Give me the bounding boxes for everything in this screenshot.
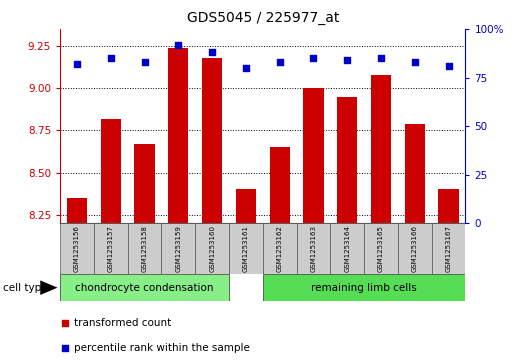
Bar bbox=[229, 223, 263, 274]
Point bbox=[73, 61, 81, 67]
Bar bbox=[128, 223, 162, 274]
Text: GSM1253162: GSM1253162 bbox=[277, 225, 283, 272]
Text: GSM1253165: GSM1253165 bbox=[378, 225, 384, 272]
Text: GSM1253161: GSM1253161 bbox=[243, 225, 249, 272]
Point bbox=[140, 59, 149, 65]
Point bbox=[242, 65, 250, 71]
Bar bbox=[405, 124, 425, 223]
Point bbox=[107, 55, 115, 61]
Point bbox=[276, 59, 284, 65]
Point bbox=[377, 55, 385, 61]
Point bbox=[445, 63, 453, 69]
Point bbox=[343, 57, 351, 63]
Text: GSM1253163: GSM1253163 bbox=[311, 225, 316, 272]
Text: GSM1253160: GSM1253160 bbox=[209, 225, 215, 272]
Text: GSM1253157: GSM1253157 bbox=[108, 225, 114, 272]
Text: GSM1253156: GSM1253156 bbox=[74, 225, 80, 272]
Bar bbox=[236, 189, 256, 223]
Bar bbox=[263, 223, 297, 274]
Bar bbox=[202, 58, 222, 223]
Bar bbox=[269, 147, 290, 223]
Text: remaining limb cells: remaining limb cells bbox=[311, 283, 417, 293]
Bar bbox=[168, 48, 188, 223]
Bar bbox=[195, 223, 229, 274]
Text: chondrocyte condensation: chondrocyte condensation bbox=[75, 283, 214, 293]
Text: transformed count: transformed count bbox=[74, 318, 172, 328]
Bar bbox=[297, 223, 331, 274]
Text: GSM1253164: GSM1253164 bbox=[344, 225, 350, 272]
Bar bbox=[331, 223, 364, 274]
Bar bbox=[162, 223, 195, 274]
Point bbox=[208, 49, 217, 55]
Text: GSM1253167: GSM1253167 bbox=[446, 225, 451, 272]
Text: GSM1253158: GSM1253158 bbox=[142, 225, 147, 272]
Bar bbox=[134, 144, 155, 223]
Text: percentile rank within the sample: percentile rank within the sample bbox=[74, 343, 250, 353]
Bar bbox=[371, 75, 391, 223]
Point bbox=[61, 320, 70, 326]
Bar bbox=[398, 223, 431, 274]
Bar bbox=[60, 223, 94, 274]
Polygon shape bbox=[40, 280, 58, 295]
Bar bbox=[67, 198, 87, 223]
Bar bbox=[337, 97, 357, 223]
Text: cell type: cell type bbox=[3, 283, 47, 293]
Point bbox=[411, 59, 419, 65]
Bar bbox=[438, 189, 459, 223]
Text: GSM1253166: GSM1253166 bbox=[412, 225, 418, 272]
Point bbox=[61, 345, 70, 351]
Bar bbox=[100, 119, 121, 223]
Bar bbox=[94, 223, 128, 274]
Text: GSM1253159: GSM1253159 bbox=[175, 225, 181, 272]
Title: GDS5045 / 225977_at: GDS5045 / 225977_at bbox=[187, 11, 339, 25]
Point bbox=[309, 55, 317, 61]
Bar bbox=[364, 223, 398, 274]
Bar bbox=[60, 274, 229, 301]
Bar bbox=[431, 223, 465, 274]
Point bbox=[174, 42, 183, 48]
Bar bbox=[303, 88, 324, 223]
Bar bbox=[263, 274, 465, 301]
